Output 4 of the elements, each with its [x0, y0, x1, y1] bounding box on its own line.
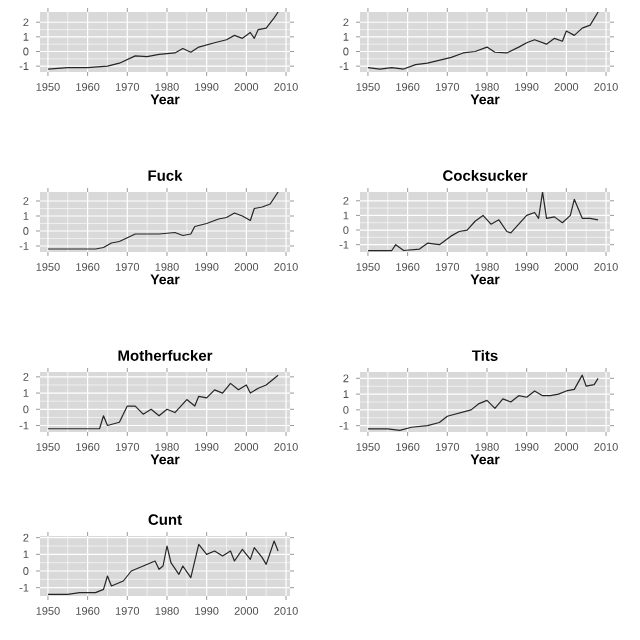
line-series [47, 11, 279, 70]
line-series [367, 191, 599, 252]
line-series [47, 540, 279, 595]
line-series [47, 374, 279, 430]
